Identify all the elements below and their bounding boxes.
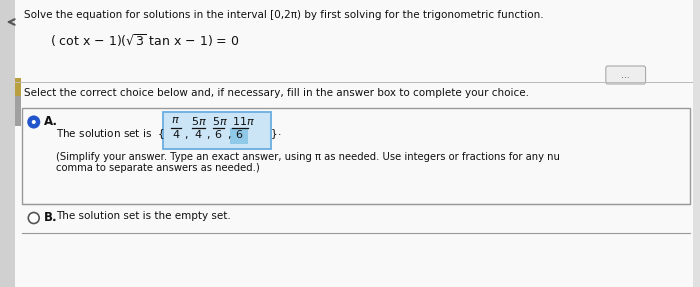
Text: $5\pi$: $5\pi$ (211, 115, 228, 127)
Text: 6: 6 (214, 130, 221, 140)
Text: B.: B. (43, 211, 57, 224)
Text: 6: 6 (235, 130, 242, 140)
Text: Solve the equation for solutions in the interval [0,2π) by first solving for the: Solve the equation for solutions in the … (24, 10, 543, 20)
FancyBboxPatch shape (22, 108, 690, 204)
FancyBboxPatch shape (15, 96, 21, 126)
Text: 4: 4 (173, 130, 180, 140)
Circle shape (32, 120, 36, 124)
Text: ( cot x $-$ 1)($\sqrt{3}$ tan x $-$ 1) = 0: ( cot x $-$ 1)($\sqrt{3}$ tan x $-$ 1) =… (50, 32, 239, 49)
FancyBboxPatch shape (15, 78, 21, 126)
Text: ,: , (228, 130, 231, 140)
Text: $\pi$: $\pi$ (171, 115, 180, 125)
Text: ...: ... (622, 71, 630, 79)
Text: The solution set is the empty set.: The solution set is the empty set. (55, 211, 230, 221)
Text: ,: , (183, 130, 187, 140)
FancyBboxPatch shape (606, 66, 645, 84)
Text: Select the correct choice below and, if necessary, fill in the answer box to com: Select the correct choice below and, if … (24, 88, 528, 98)
Text: (Simplify your answer. Type an exact answer, using π as needed. Use integers or : (Simplify your answer. Type an exact ans… (55, 152, 559, 162)
FancyBboxPatch shape (15, 0, 693, 287)
FancyBboxPatch shape (163, 112, 271, 148)
Text: A.: A. (43, 115, 57, 128)
Text: $\}$: $\}$ (270, 127, 277, 141)
Text: $11\pi$: $11\pi$ (232, 115, 256, 127)
Text: $5\pi$: $5\pi$ (190, 115, 206, 127)
FancyBboxPatch shape (230, 128, 248, 144)
Circle shape (28, 212, 39, 224)
Text: 4: 4 (195, 130, 202, 140)
FancyBboxPatch shape (0, 0, 15, 287)
Text: .: . (278, 127, 281, 137)
Circle shape (28, 117, 39, 127)
Text: The solution set is  $\{$: The solution set is $\{$ (55, 127, 164, 141)
Text: ,: , (206, 130, 210, 140)
Text: comma to separate answers as needed.): comma to separate answers as needed.) (55, 163, 260, 173)
